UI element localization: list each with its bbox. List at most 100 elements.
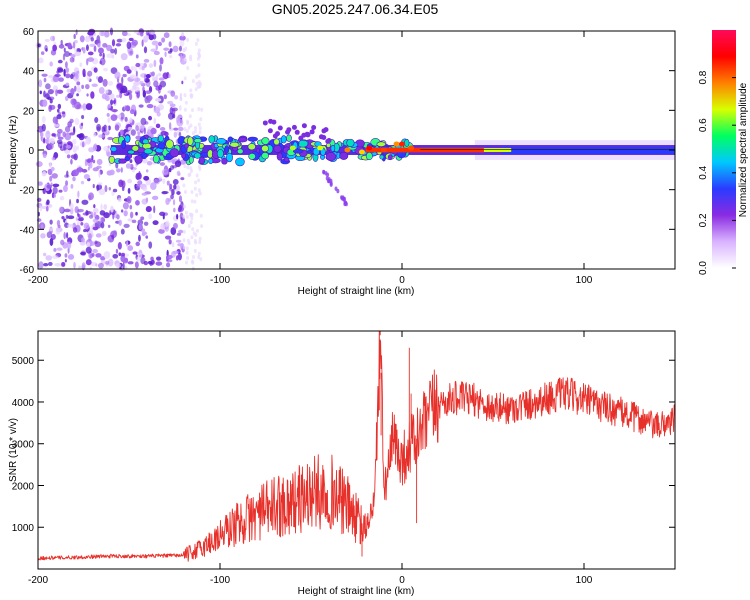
spectrogram-cell: [180, 53, 183, 62]
spectrogram-cell: [65, 144, 72, 149]
spectrogram-cell: [178, 45, 182, 52]
spectrogram-cell: [95, 233, 102, 238]
spectrogram-cell: [193, 199, 197, 204]
spectrogram-cell: [151, 76, 156, 82]
spectrogram-cell: [70, 154, 77, 159]
spectrogram-cell: [185, 246, 189, 251]
spectrogram-cell: [107, 103, 112, 109]
spectrogram-cell: [236, 148, 244, 155]
spectrogram-cell: [112, 188, 118, 193]
spectrogram-cell: [187, 136, 194, 146]
snr-frame: [37, 330, 676, 570]
spectrogram-cell: [115, 263, 121, 268]
spectrogram-cell: [118, 252, 122, 257]
y-tick-label: -40: [20, 225, 35, 236]
spectrogram-cell: [143, 127, 146, 135]
spectrogram-cell: [123, 210, 128, 217]
spectrogram-cell: [63, 231, 66, 240]
spectrogram-cell: [340, 195, 344, 200]
spectrogram-cell: [87, 51, 94, 56]
spectrogram-cell: [193, 152, 202, 159]
spectrogram-cell: [92, 218, 99, 223]
spectrogram-cell: [195, 74, 199, 79]
spectrogram-cell: [81, 84, 85, 89]
spectrogram-cell: [162, 178, 166, 185]
spectrogram-cell: [81, 262, 86, 270]
spectrogram-cell: [45, 83, 51, 90]
spectrogram-cell: [190, 235, 194, 240]
spectrogram-cell: [153, 50, 160, 56]
spectrogram-cell: [70, 98, 77, 106]
spectrogram-cell: [88, 241, 95, 246]
spectrogram-cell: [76, 87, 82, 93]
spectrogram-cell: [134, 86, 140, 92]
spectrogram-cell: [81, 141, 85, 148]
spectrogram-cell: [143, 148, 153, 155]
spectrogram-cell: [54, 73, 61, 77]
spectrogram-cell: [146, 103, 154, 109]
spectrogram-cell: [148, 34, 154, 41]
spectrogram-cell: [196, 56, 200, 61]
spectrogram-cell: [170, 227, 177, 235]
spectrogram-cell: [61, 111, 66, 115]
spectrogram-cell: [155, 261, 163, 266]
spectrogram-x-axis-label: Height of straight line (km): [298, 286, 415, 297]
spectrogram-cell: [178, 205, 183, 212]
spectrogram-cell: [179, 92, 182, 99]
spectrogram-cell: [286, 134, 292, 142]
spectrogram-cell: [124, 116, 128, 122]
spectrogram-cell: [197, 251, 201, 256]
y-tick-label: 20: [23, 106, 35, 117]
spectrogram-cell: [171, 242, 175, 248]
spectrogram-cell: [365, 152, 373, 161]
snr-panel: -200 -100 0 100 1000 2000 3000 4000 5000 Height…: [8, 330, 676, 597]
spectrogram-cell: [131, 168, 136, 173]
spectrogram-cell: [43, 77, 47, 83]
spectrogram-cell: [148, 213, 152, 220]
spectrogram-cell: [89, 43, 96, 48]
spectrogram-cell: [158, 77, 165, 81]
spectrogram-cell: [193, 125, 197, 130]
spectrogram-cell: [106, 53, 113, 59]
spectrogram-cell: [129, 109, 135, 115]
snr-y-ticks: 1000 2000 3000 4000 5000: [12, 356, 675, 534]
spectrogram-cell: [42, 99, 48, 107]
spectrogram-cell: [155, 44, 158, 50]
spectrogram-cell: [88, 147, 95, 153]
spectrogram-cell: [129, 50, 133, 55]
x-tick-label: 0: [399, 575, 405, 586]
spectrogram-cell: [146, 129, 152, 137]
spectrogram-cell: [99, 52, 103, 57]
spectrogram-cell: [150, 48, 157, 53]
spectrogram-y-axis-label: Frequency (Hz): [8, 116, 19, 185]
spectrogram-cell: [157, 41, 162, 47]
spectrogram-cell: [195, 81, 199, 86]
spectrogram-cell: [64, 253, 68, 258]
spectrogram-cell: [97, 182, 103, 186]
spectrogram-y-ticks: 60 40 20 0 -20 -40 -60: [20, 27, 675, 276]
spectrogram-cell: [262, 120, 268, 126]
spectrogram-cell: [75, 29, 78, 36]
spectrogram-cell: [57, 128, 63, 134]
spectrogram-cell: [39, 90, 42, 95]
spectrogram-cell: [322, 169, 326, 175]
spectrogram-cell: [326, 142, 331, 148]
spectrogram-cell: [173, 207, 176, 213]
spectrogram-cell: [321, 135, 327, 141]
spectrogram-cell: [110, 114, 118, 121]
spectrogram-cell: [329, 182, 333, 187]
spectrogram-cell: [57, 136, 64, 140]
spectrogram-cell: [121, 139, 127, 149]
spectrogram-cell: [186, 165, 190, 170]
spectrogram-cell: [208, 135, 215, 144]
spectrogram-cell: [106, 44, 113, 52]
spectrogram-cell: [176, 118, 184, 127]
spectrogram-cell: [83, 222, 90, 230]
spectrogram-cell: [56, 247, 63, 251]
spectrogram-cell: [183, 126, 187, 131]
spectrogram-cell: [185, 214, 189, 219]
spectrogram-cell: [164, 221, 169, 228]
spectrogram-cell: [41, 73, 48, 77]
spectrogram-cell: [182, 238, 186, 243]
spectrogram-cell: [92, 167, 99, 172]
